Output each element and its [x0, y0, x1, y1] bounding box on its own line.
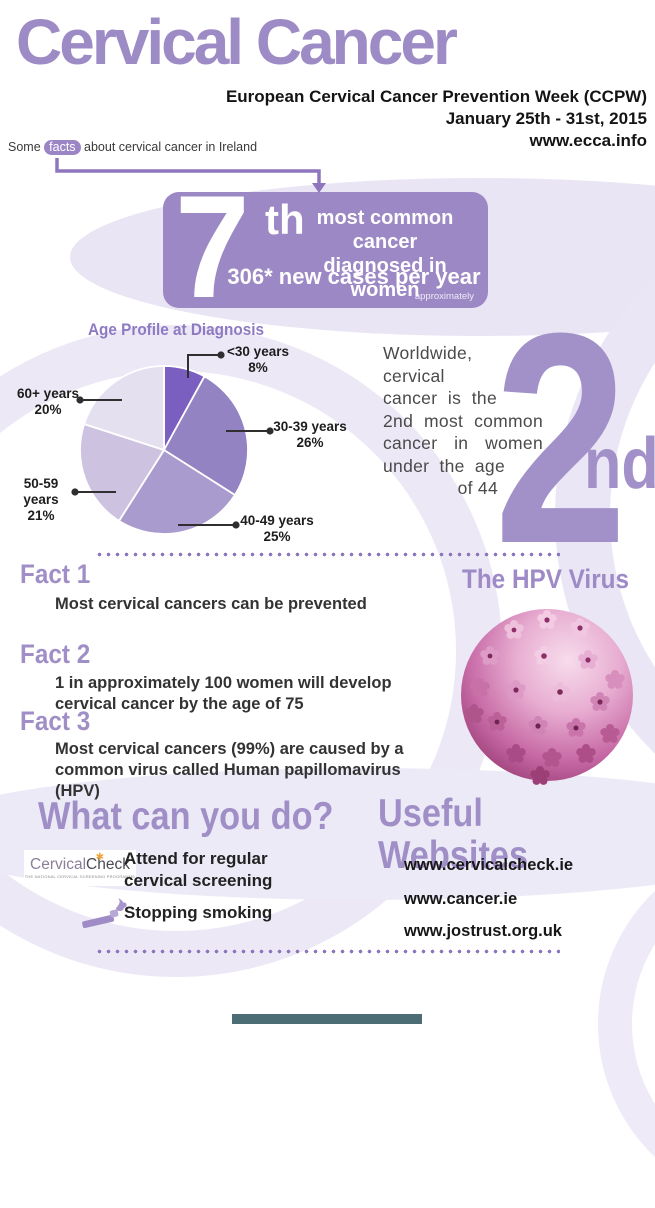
- big-number-2-suffix: nd: [584, 424, 655, 504]
- stat-cases-per-year: 306* new cases per year: [227, 264, 481, 289]
- hpv-section-title: The HPV Virus: [462, 564, 630, 594]
- fact-2-text: 1 in approximately 100 women will develo…: [55, 674, 392, 713]
- fact-2-title: Fact 2: [20, 639, 91, 669]
- pie-slice-40-49-years: [117, 448, 237, 535]
- websites-section-title: Useful Websites: [378, 792, 529, 877]
- event-subtitle: European Cervical Cancer Prevention Week…: [226, 86, 647, 152]
- hpv-virus-illustration: [461, 609, 633, 785]
- pie-slice-30-39-years: [162, 375, 249, 497]
- pie-slice-60-years: [82, 365, 165, 452]
- pie-label-30-39: 30-39 years 26%: [273, 419, 347, 450]
- fact-3-title: Fact 3: [20, 706, 91, 736]
- stat-number: 7: [175, 165, 250, 328]
- event-name: European Cervical Cancer Prevention Week…: [225, 87, 647, 106]
- footer-bar: [232, 1014, 422, 1024]
- event-dates: January 25th - 31st, 2015: [445, 109, 647, 128]
- stat-ordinal-suffix: th: [265, 196, 305, 243]
- age-profile-pie-chart: [79, 365, 249, 535]
- dotted-divider-top: [95, 552, 560, 557]
- worldwide-statement: Worldwide, cervical cancer is the 2nd mo…: [383, 343, 543, 498]
- fact-1-title: Fact 1: [20, 559, 91, 589]
- logo-tagline: THE NATIONAL CERVICAL SCREENING PROGRAMM…: [24, 874, 136, 879]
- action-item-smoking: Stopping smoking: [124, 903, 273, 922]
- chart-title: Age Profile at Diagnosis: [88, 320, 264, 339]
- event-website[interactable]: www.ecca.info: [529, 131, 647, 150]
- big-number-2: 2: [494, 270, 628, 606]
- website-link-cervicalcheck[interactable]: www.cervicalcheck.ie: [404, 856, 574, 874]
- fact-1-text: Most cervical cancers can be prevented: [55, 595, 367, 613]
- cigarette-icon: [82, 898, 127, 929]
- stat-description: most common cancer diagnosed in women: [316, 207, 454, 301]
- stat-box-7th: 7 th most common cancer diagnosed in wom…: [163, 174, 488, 320]
- action-item-screening: Attend for regular cervical screening: [124, 849, 273, 890]
- pie-slice-50-59-years: [79, 422, 166, 523]
- website-link-cancer[interactable]: www.cancer.ie: [404, 890, 518, 908]
- pie-label-60-plus: 60+ years 20%: [17, 386, 79, 417]
- logo-flower-icon: ✱: [95, 852, 104, 863]
- background-swirl-bottom-right: [598, 840, 655, 1208]
- facts-highlight-pill: facts: [44, 140, 81, 155]
- stat-footnote: * approximately: [408, 291, 474, 302]
- dotted-divider-bottom: [95, 949, 560, 954]
- pie-label-50-59: 50-59 years 21%: [23, 476, 59, 523]
- cervicalcheck-logo: CervicalCheck ✱ THE NATIONAL CERVICAL SC…: [24, 850, 136, 886]
- intro-line: Some facts about cervical cancer in Irel…: [8, 140, 258, 155]
- pie-label-under-30: <30 years 8%: [227, 344, 289, 375]
- page-title: Cervical Cancer: [16, 6, 458, 78]
- fact-3-text: Most cervical cancers (99%) are caused b…: [55, 740, 404, 800]
- actions-section-title: What can you do?: [38, 795, 334, 838]
- website-link-jostrust[interactable]: www.jostrust.org.uk: [404, 922, 562, 940]
- pie-label-40-49: 40-49 years 25%: [240, 513, 314, 544]
